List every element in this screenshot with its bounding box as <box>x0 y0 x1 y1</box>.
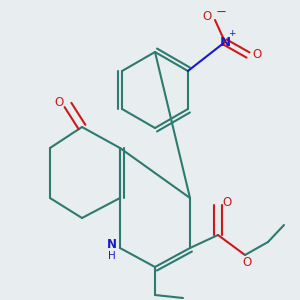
Text: N: N <box>107 238 117 250</box>
Text: O: O <box>222 196 232 209</box>
Text: H: H <box>108 251 116 261</box>
Text: O: O <box>202 11 211 23</box>
Text: O: O <box>252 49 262 62</box>
Text: O: O <box>54 97 64 110</box>
Text: O: O <box>242 256 252 269</box>
Text: +: + <box>228 29 236 38</box>
Text: N: N <box>219 35 231 49</box>
Text: −: − <box>215 5 226 19</box>
